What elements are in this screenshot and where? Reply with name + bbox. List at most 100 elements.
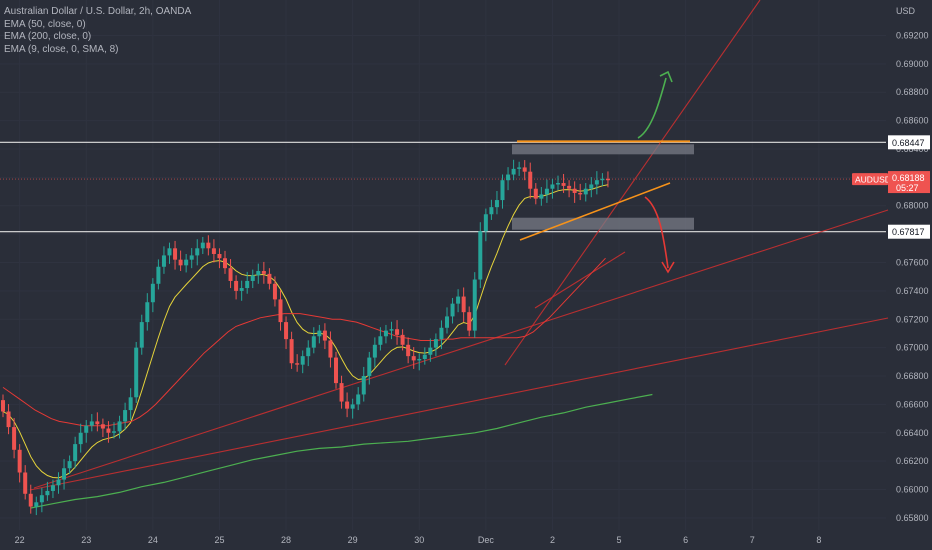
candle-body: [173, 248, 178, 260]
candle-body: [450, 303, 455, 317]
candle-body: [206, 242, 211, 249]
candle-body: [567, 185, 572, 189]
candle-body: [150, 283, 155, 303]
candle-body: [428, 347, 433, 355]
symbol-tag-label: AUDUSD: [855, 175, 891, 185]
candle-body: [433, 339, 438, 348]
candle-body: [228, 268, 233, 281]
candle-body: [289, 339, 294, 364]
candle-body: [589, 184, 594, 189]
candle-body: [95, 421, 100, 425]
candle-body: [572, 188, 577, 193]
candle-body: [372, 344, 377, 358]
candle-body: [517, 167, 522, 169]
candle-body: [100, 424, 105, 429]
candle-body: [383, 330, 388, 337]
candle-body: [117, 421, 122, 432]
trendline[interactable]: [29, 317, 889, 491]
candle-body: [544, 188, 549, 195]
candle-body: [378, 336, 383, 345]
orange-trendline[interactable]: [519, 182, 671, 241]
time-tick-label: 6: [683, 535, 688, 545]
candle-body: [367, 357, 372, 377]
candle-body: [483, 214, 488, 232]
candle-body: [511, 168, 516, 175]
time-tick-label: 23: [81, 535, 91, 545]
candle-body: [261, 271, 266, 274]
candle-body: [250, 275, 255, 281]
candle-body: [322, 330, 327, 341]
indicator-ema200[interactable]: EMA (200, close, 0): [4, 31, 92, 42]
candle-body: [256, 271, 261, 276]
candle-body: [217, 253, 222, 259]
price-tick-label: 0.68800: [896, 87, 929, 97]
candle-body: [17, 449, 22, 473]
candle-body: [223, 258, 227, 269]
candle-body: [278, 299, 283, 323]
candle-body: [73, 444, 78, 462]
price-tick-label: 0.67600: [896, 258, 929, 268]
candle-body: [345, 401, 350, 409]
candle-body: [389, 329, 394, 331]
ema9-line[interactable]: [2, 184, 608, 479]
trendline[interactable]: [534, 251, 626, 309]
trendline[interactable]: [33, 209, 889, 489]
candle-body: [539, 194, 544, 199]
bearish-arrow[interactable]: [644, 196, 669, 269]
candle-body: [489, 207, 494, 215]
indicator-ema50[interactable]: EMA (50, close, 0): [4, 18, 86, 30]
candle-body: [239, 288, 244, 291]
candle-body: [445, 316, 449, 328]
resistance-zone[interactable]: [512, 144, 694, 155]
candle-body: [561, 183, 566, 186]
price-tick-label: 0.67200: [896, 314, 929, 324]
candle-body: [134, 347, 139, 398]
support-zone[interactable]: [512, 217, 694, 230]
candle-body: [28, 493, 33, 507]
ema200-line[interactable]: [30, 393, 653, 509]
price-level-marker: [888, 224, 930, 239]
candle-body: [62, 468, 67, 480]
candle-body: [556, 183, 560, 185]
price-tick-label: 0.66200: [896, 456, 929, 466]
candle-body: [306, 347, 311, 357]
candle-body: [78, 432, 83, 445]
price-tick-label: 0.69200: [896, 30, 929, 40]
trendline[interactable]: [504, 0, 761, 366]
indicator-ema9[interactable]: EMA (9, close, 0, SMA, 8): [4, 43, 119, 55]
price-tick-label: 0.66600: [896, 399, 929, 409]
candle-body: [45, 490, 50, 496]
candle-body: [6, 411, 11, 428]
candle-body: [89, 421, 94, 426]
candle-body: [328, 340, 333, 358]
price-tick-label: 0.66000: [896, 485, 929, 495]
candle-body: [494, 200, 499, 208]
chart-legend: Australian Dollar / U.S. Dollar, 2h, OAN…: [4, 6, 191, 56]
candle-body: [311, 336, 316, 348]
candle-body: [500, 180, 505, 201]
price-tick-label: 0.67400: [896, 286, 929, 296]
candle-body: [56, 479, 61, 486]
price-tick-label: 0.68000: [896, 201, 929, 211]
price-level-marker: [888, 135, 930, 150]
time-tick-label: 22: [15, 535, 25, 545]
price-tick-label: 0.65800: [896, 513, 929, 523]
countdown-label: 05:27: [896, 183, 919, 193]
candle-body: [84, 425, 89, 433]
bullish-arrow[interactable]: [637, 77, 667, 139]
candle-body: [272, 283, 277, 300]
candle-body: [128, 397, 133, 411]
price-tick-label: 0.66800: [896, 371, 929, 381]
candle-body: [1, 400, 5, 412]
candle-body: [145, 302, 150, 323]
candle-body: [506, 174, 511, 181]
time-tick-label: 5: [617, 535, 622, 545]
candle-body: [284, 322, 289, 340]
candle-body: [339, 383, 344, 402]
candle-body: [583, 188, 588, 195]
candle-body: [245, 280, 250, 289]
candle-body: [478, 231, 483, 280]
candle-body: [461, 296, 466, 313]
